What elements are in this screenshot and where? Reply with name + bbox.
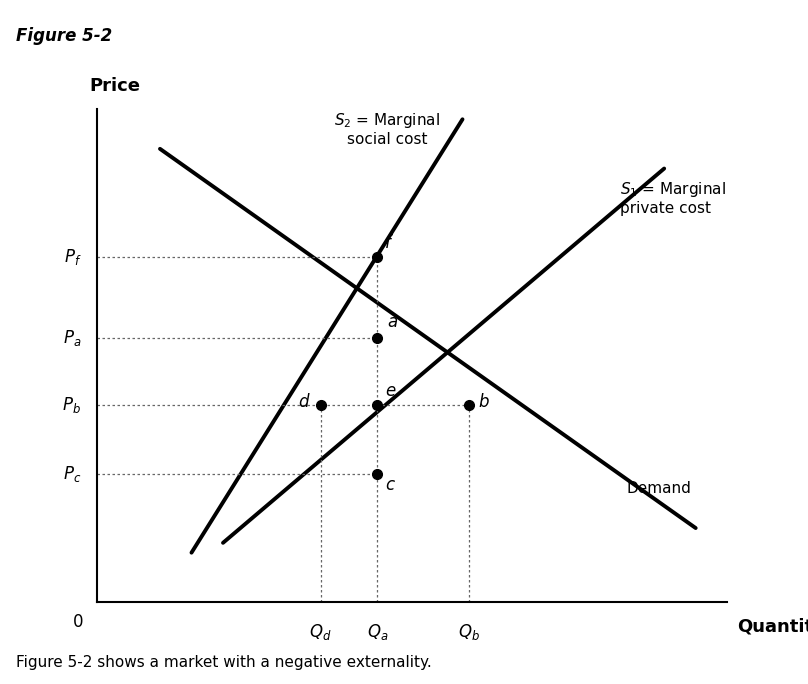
Text: Price: Price bbox=[90, 77, 141, 94]
Text: $Q_b$: $Q_b$ bbox=[458, 622, 480, 642]
Text: d: d bbox=[299, 393, 309, 412]
Text: a: a bbox=[387, 313, 397, 331]
Text: Figure 5-2 shows a market with a negative externality.: Figure 5-2 shows a market with a negativ… bbox=[16, 655, 432, 670]
Text: Demand: Demand bbox=[626, 481, 691, 496]
Text: $P_a$: $P_a$ bbox=[63, 328, 81, 348]
Text: $Q_a$: $Q_a$ bbox=[367, 622, 388, 642]
Text: $P_f$: $P_f$ bbox=[64, 247, 81, 267]
Text: c: c bbox=[385, 476, 394, 495]
Text: e: e bbox=[385, 382, 395, 400]
Text: Quantity: Quantity bbox=[737, 618, 808, 635]
Text: $P_b$: $P_b$ bbox=[62, 395, 81, 415]
Text: $S_1$ = Marginal
private cost: $S_1$ = Marginal private cost bbox=[620, 180, 726, 216]
Text: Figure 5-2: Figure 5-2 bbox=[16, 27, 112, 45]
Text: $S_2$ = Marginal
social cost: $S_2$ = Marginal social cost bbox=[334, 111, 440, 147]
Text: $Q_d$: $Q_d$ bbox=[309, 622, 332, 642]
Text: 0: 0 bbox=[73, 613, 83, 631]
Text: $P_c$: $P_c$ bbox=[63, 464, 81, 484]
Text: b: b bbox=[478, 393, 489, 412]
Text: f: f bbox=[385, 234, 391, 252]
